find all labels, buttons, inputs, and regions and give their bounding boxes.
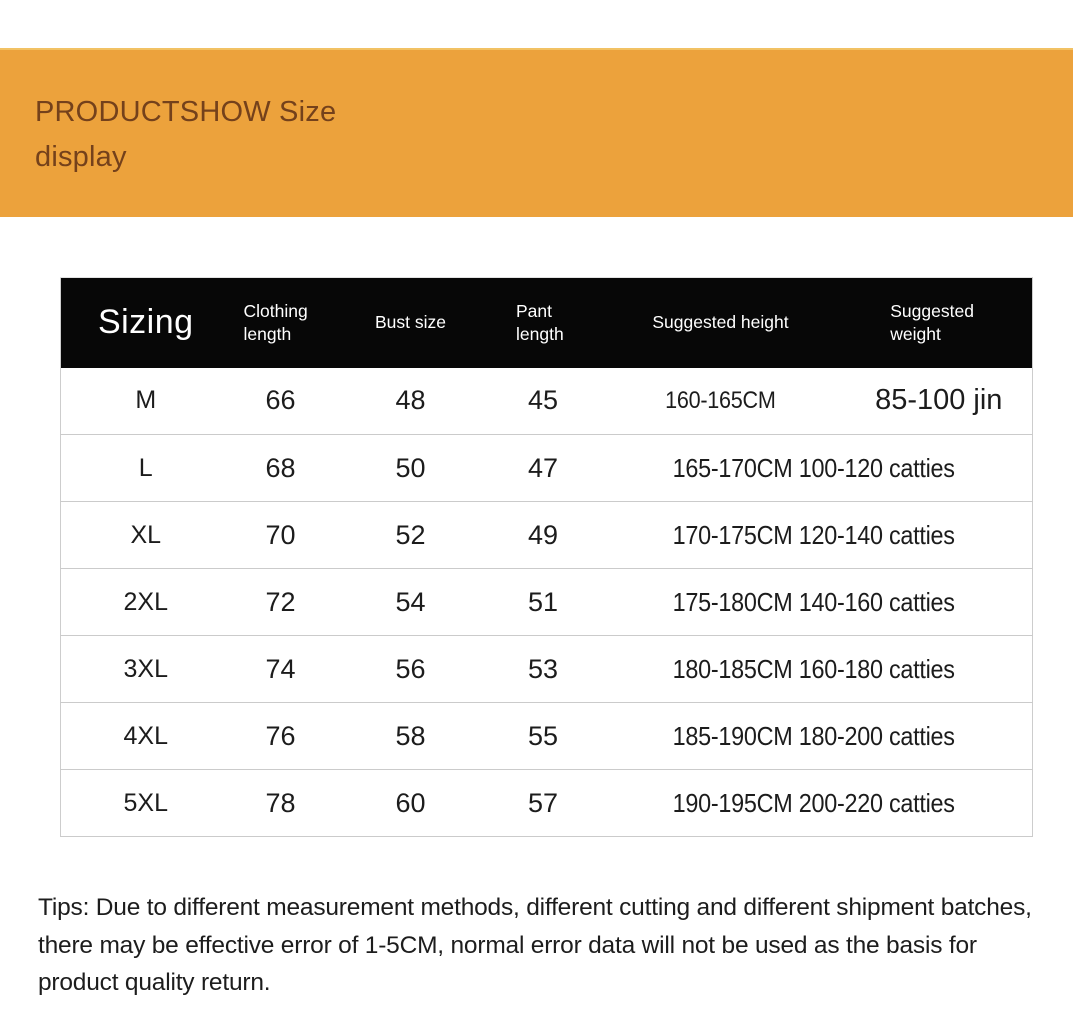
header-clothing-length: Clothing length (230, 277, 331, 368)
bust-size-cell-text: 48 (395, 385, 426, 416)
size-cell: XL (60, 501, 231, 569)
pant-length-cell: 45 (490, 367, 596, 435)
table-row: 2XL 72 54 51 175-180CM 140-160 catties (60, 568, 1033, 636)
table-header-row: Sizing Clothing length Bust size Pant le… (60, 277, 1033, 368)
clothing-length-cell-text: 74 (265, 653, 296, 684)
header-sizing-label: Sizing (97, 303, 194, 342)
pant-length-cell: 49 (490, 501, 596, 569)
product-show-banner: PRODUCTSHOW Size display (0, 48, 1073, 217)
pant-length-cell-text: 51 (527, 586, 559, 617)
header-sizing: Sizing (60, 277, 231, 368)
suggested-weight-cell: 85-100 jin (845, 367, 1033, 435)
bust-size-cell-text: 54 (395, 586, 426, 617)
header-suggested-weight: Suggested weight (845, 277, 1033, 368)
bust-size-cell: 54 (330, 568, 491, 636)
height-weight-cell-text: 165-170CM 100-120 catties (672, 452, 955, 483)
size-cell: 4XL (60, 702, 231, 770)
size-cell-text: M (135, 386, 157, 415)
table-row: XL 70 52 49 170-175CM 120-140 catties (60, 501, 1033, 569)
table-row: 4XL 76 58 55 185-190CM 180-200 catties (60, 702, 1033, 770)
height-weight-cell: 190-195CM 200-220 catties (595, 769, 1033, 837)
header-suggested-weight-label: Suggested weight (890, 300, 974, 344)
bust-size-cell: 58 (330, 702, 491, 770)
height-weight-cell-text: 180-185CM 160-180 catties (672, 653, 955, 684)
clothing-length-cell-text: 66 (265, 385, 296, 416)
bust-size-cell-text: 58 (395, 720, 426, 751)
pant-length-cell: 47 (490, 434, 596, 502)
pant-length-cell: 55 (490, 702, 596, 770)
size-cell: 5XL (60, 769, 231, 837)
clothing-length-cell: 78 (230, 769, 331, 837)
bust-size-cell: 56 (330, 635, 491, 703)
clothing-length-cell-text: 78 (265, 787, 296, 818)
suggested-height-cell-text: 160-165CM (665, 386, 776, 414)
clothing-length-cell: 74 (230, 635, 331, 703)
height-weight-cell: 185-190CM 180-200 catties (595, 702, 1033, 770)
clothing-length-cell-text: 76 (265, 720, 296, 751)
header-pant-length: Pant length (490, 277, 596, 368)
size-cell: 3XL (60, 635, 231, 703)
suggested-height-cell: 160-165CM (595, 367, 846, 435)
pant-length-cell-text: 45 (527, 385, 559, 416)
height-weight-cell-text: 170-175CM 120-140 catties (672, 519, 955, 550)
pant-length-cell: 53 (490, 635, 596, 703)
pant-length-cell-text: 49 (527, 519, 559, 550)
table-row: 3XL 74 56 53 180-185CM 160-180 catties (60, 635, 1033, 703)
size-table-body: M 66 48 45 160-165CM 85-100 jin L 68 50 47 165-170… (60, 367, 1033, 837)
height-weight-cell: 170-175CM 120-140 catties (595, 501, 1033, 569)
bust-size-cell-text: 52 (395, 519, 426, 550)
height-weight-cell: 165-170CM 100-120 catties (595, 434, 1033, 502)
pant-length-cell: 51 (490, 568, 596, 636)
bust-size-cell: 60 (330, 769, 491, 837)
table-row: L 68 50 47 165-170CM 100-120 catties (60, 434, 1033, 502)
height-weight-cell: 175-180CM 140-160 catties (595, 568, 1033, 636)
header-pant-length-label: Pant length (516, 300, 564, 344)
size-table: Sizing Clothing length Bust size Pant le… (60, 277, 1033, 837)
clothing-length-cell: 76 (230, 702, 331, 770)
pant-length-cell-text: 55 (527, 720, 559, 751)
size-table-header: Sizing Clothing length Bust size Pant le… (60, 277, 1033, 368)
header-suggested-height: Suggested height (595, 277, 846, 368)
bust-size-cell-text: 50 (395, 452, 426, 483)
pant-length-cell-text: 57 (527, 787, 559, 818)
size-cell-text: 5XL (123, 788, 168, 817)
header-bust-size-label: Bust size (375, 312, 446, 333)
bust-size-cell: 52 (330, 501, 491, 569)
size-cell-text: L (138, 453, 153, 482)
height-weight-cell-text: 175-180CM 140-160 catties (672, 586, 955, 617)
clothing-length-cell-text: 70 (265, 519, 296, 550)
height-weight-cell: 180-185CM 160-180 catties (595, 635, 1033, 703)
clothing-length-cell: 72 (230, 568, 331, 636)
clothing-length-cell: 68 (230, 434, 331, 502)
table-row: M 66 48 45 160-165CM 85-100 jin (60, 367, 1033, 435)
size-cell: L (60, 434, 231, 502)
pant-length-cell: 57 (490, 769, 596, 837)
bust-size-cell: 50 (330, 434, 491, 502)
size-cell-text: 3XL (123, 654, 168, 683)
clothing-length-cell: 66 (230, 367, 331, 435)
size-cell-text: 2XL (123, 587, 168, 616)
banner-title-line1: PRODUCTSHOW Size (35, 96, 337, 128)
bust-size-cell-text: 60 (395, 787, 426, 818)
size-cell-text: XL (130, 520, 162, 549)
pant-length-cell-text: 53 (527, 653, 559, 684)
banner-title-line2: display (35, 141, 127, 173)
size-cell-text: 4XL (123, 721, 168, 750)
clothing-length-cell-text: 68 (265, 452, 296, 483)
size-cell: 2XL (60, 568, 231, 636)
header-suggested-height-label: Suggested height (652, 312, 789, 333)
tips-text: Tips: Due to different measurement metho… (38, 894, 1032, 996)
header-clothing-length-label: Clothing length (243, 300, 308, 344)
bust-size-cell-text: 56 (395, 653, 426, 684)
height-weight-cell-text: 190-195CM 200-220 catties (672, 787, 955, 818)
header-bust-size: Bust size (330, 277, 491, 368)
pant-length-cell-text: 47 (527, 452, 559, 483)
table-row: 5XL 78 60 57 190-195CM 200-220 catties (60, 769, 1033, 837)
clothing-length-cell-text: 72 (265, 586, 296, 617)
height-weight-cell-text: 185-190CM 180-200 catties (672, 720, 955, 751)
size-cell: M (60, 367, 231, 435)
suggested-weight-cell-text: 85-100 jin (875, 384, 1003, 417)
clothing-length-cell: 70 (230, 501, 331, 569)
bust-size-cell: 48 (330, 367, 491, 435)
